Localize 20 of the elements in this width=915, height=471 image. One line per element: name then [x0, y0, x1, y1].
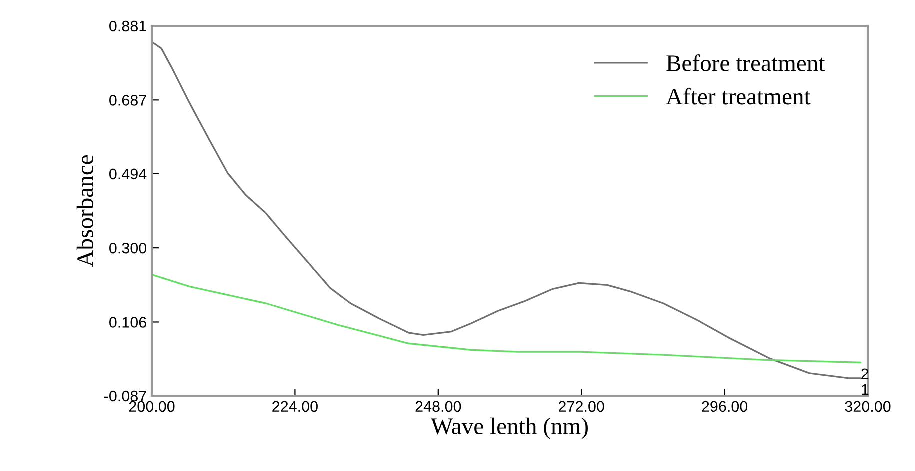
y-tick-label: 0.494 [110, 168, 147, 180]
y-tick-label: 0.106 [110, 317, 146, 328]
y-axis-title: Absorbance [76, 155, 94, 268]
x-tick-label: 296.00 [702, 401, 748, 412]
annotation: 2 [862, 368, 869, 380]
x-tick-label: 200.00 [129, 401, 175, 412]
x-tick-label: 320.00 [845, 401, 891, 412]
y-tick-label: 0.687 [110, 95, 146, 106]
x-tick-label: 248.00 [416, 401, 462, 412]
y-tick-label: 0.300 [110, 242, 147, 254]
legend-label: After treatment [666, 88, 811, 105]
line-series [152, 41, 862, 380]
x-axis-title: Wave lenth (nm) [430, 418, 588, 440]
line-series [152, 274, 862, 364]
x-tick-label: 224.00 [272, 401, 318, 412]
y-tick-label: 0.881 [110, 20, 146, 32]
legend-label: Before treatment [666, 54, 826, 72]
annotation: 1 [862, 384, 869, 396]
x-tick-label: 272.00 [559, 401, 604, 412]
y-tick-label: -0.087 [104, 390, 146, 402]
